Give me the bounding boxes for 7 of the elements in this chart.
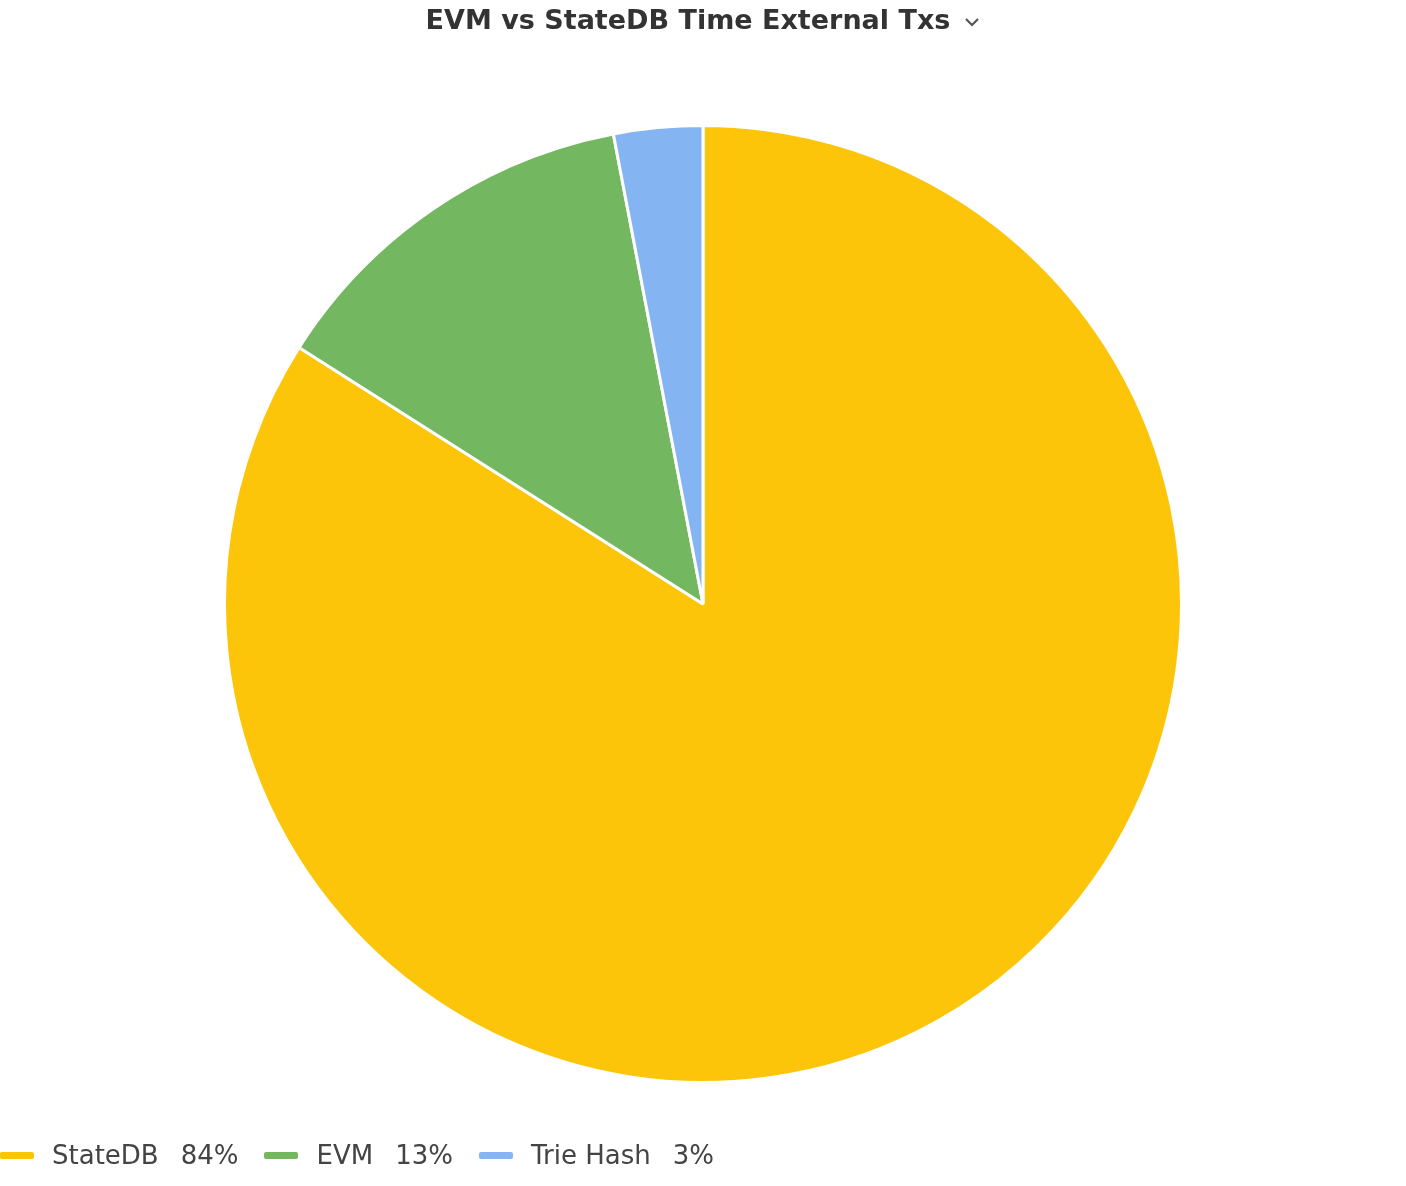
legend-label: StateDB — [52, 1140, 159, 1170]
legend-label: Trie Hash — [530, 1140, 651, 1170]
legend-label: EVM — [316, 1140, 374, 1170]
data-label: 3% — [672, 1140, 714, 1170]
data-label: 13% — [395, 1140, 453, 1170]
chart-title: EVM vs StateDB Time External Txs — [425, 4, 951, 35]
data-label: 84% — [180, 1140, 239, 1170]
